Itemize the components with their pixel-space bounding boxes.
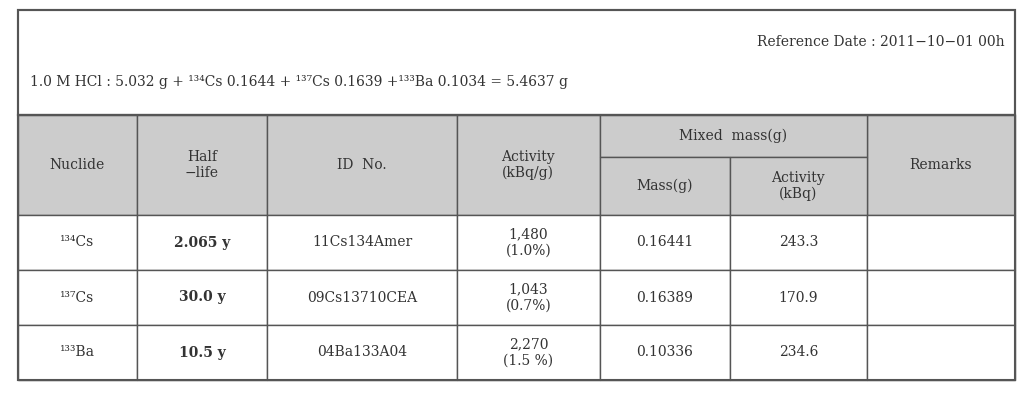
Text: 04Ba133A04: 04Ba133A04 [317,346,407,359]
Text: 09Cs13710CEA: 09Cs13710CEA [307,290,417,305]
Bar [458,115,599,215]
Bar [136,115,268,215]
Text: 234.6: 234.6 [779,346,818,359]
Bar [599,157,730,215]
Text: 243.3: 243.3 [779,235,818,250]
Text: 170.9: 170.9 [779,290,818,305]
Bar [599,215,730,270]
Text: Remarks: Remarks [909,158,972,172]
Bar [268,325,458,380]
Text: 0.16389: 0.16389 [636,290,693,305]
Bar [458,270,599,325]
Text: ¹³³Ba: ¹³³Ba [60,346,95,359]
Bar [867,215,1015,270]
Bar [730,157,867,215]
Text: ¹³⁷Cs: ¹³⁷Cs [60,290,94,305]
Bar [18,10,1015,115]
Bar [599,325,730,380]
Bar [458,325,599,380]
Text: Nuclide: Nuclide [50,158,105,172]
Text: ID  No.: ID No. [338,158,387,172]
Bar [136,325,268,380]
Text: 0.16441: 0.16441 [636,235,693,250]
Text: 11Cs134Amer: 11Cs134Amer [312,235,412,250]
Text: Mass(g): Mass(g) [636,179,693,193]
Text: 30.0 y: 30.0 y [179,290,225,305]
Bar [18,10,1015,115]
Bar [867,325,1015,380]
Text: ¹³⁴Cs: ¹³⁴Cs [60,235,94,250]
Bar [867,270,1015,325]
Text: Reference Date : 2011−10−01 00h: Reference Date : 2011−10−01 00h [757,35,1005,49]
Bar [268,115,458,215]
Bar [18,115,1015,380]
Text: 1.0 M HCl : 5.032 g + ¹³⁴Cs 0.1644 + ¹³⁷Cs 0.1639 +¹³³Ba 0.1034 = 5.4637 g: 1.0 M HCl : 5.032 g + ¹³⁴Cs 0.1644 + ¹³⁷… [30,75,568,89]
Text: 2,270
(1.5 %): 2,270 (1.5 %) [503,337,554,368]
Text: Half
−life: Half −life [185,150,219,180]
Bar [599,270,730,325]
Bar [18,325,136,380]
Text: 0.10336: 0.10336 [636,346,693,359]
Bar [458,215,599,270]
Bar [136,270,268,325]
Bar [18,215,136,270]
Text: 10.5 y: 10.5 y [179,346,225,359]
Text: Mixed  mass(g): Mixed mass(g) [679,129,787,143]
Bar [599,115,867,157]
Bar [867,115,1015,215]
Bar [268,215,458,270]
Bar [730,215,867,270]
Text: 2.065 y: 2.065 y [174,235,230,250]
Bar [268,270,458,325]
Bar [730,270,867,325]
Text: Activity
(kBq/g): Activity (kBq/g) [502,150,555,181]
Bar [18,115,136,215]
Bar [136,215,268,270]
Text: Activity
(kBq): Activity (kBq) [772,171,825,201]
Bar [18,270,136,325]
Text: 1,043
(0.7%): 1,043 (0.7%) [505,282,552,312]
Bar [730,325,867,380]
Text: 1,480
(1.0%): 1,480 (1.0%) [505,228,552,258]
Bar [18,115,1015,380]
